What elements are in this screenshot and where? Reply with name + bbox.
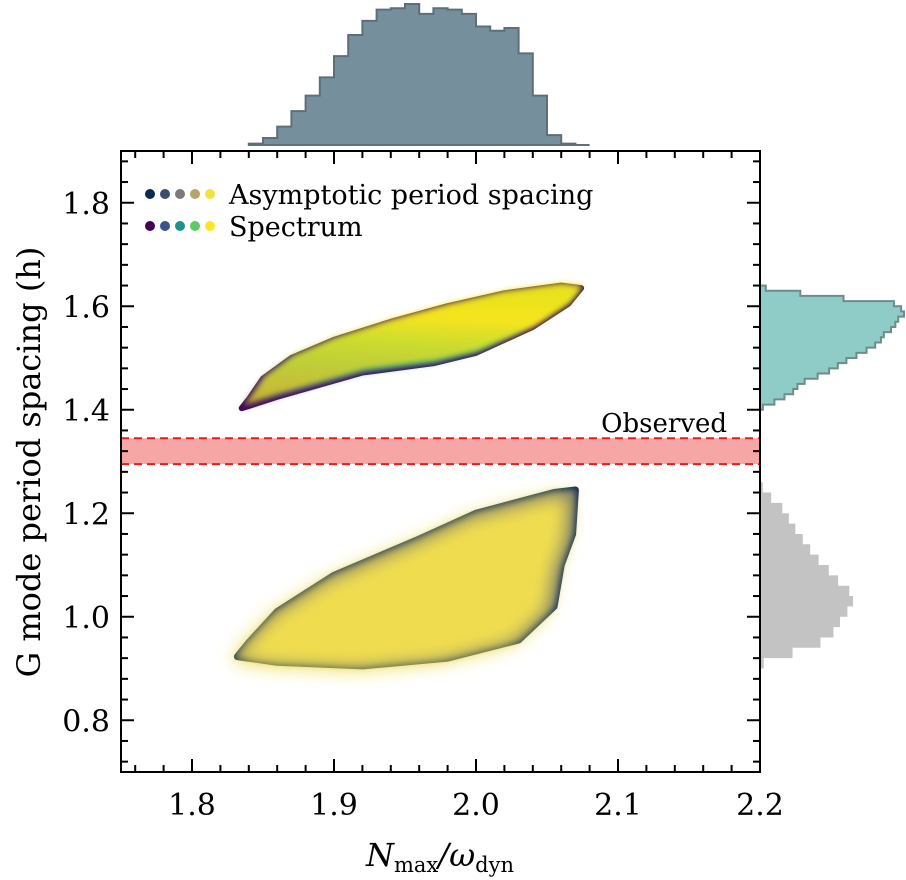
legend-marker <box>190 221 200 231</box>
legend-marker <box>145 189 155 199</box>
y-tick-label: 1.6 <box>62 290 110 325</box>
top-histogram-bars <box>247 3 590 146</box>
spectrum-scatter-cloud <box>238 282 585 412</box>
asymptotic-histogram-bars <box>760 482 853 669</box>
top-marginal-histogram <box>247 3 590 146</box>
legend-label: Spectrum <box>229 212 363 243</box>
y-tick-label: 1.4 <box>62 394 110 429</box>
legend-entry: Spectrum <box>145 212 363 243</box>
right-marginal-histogram-asymptotic <box>760 482 853 669</box>
x-tick-label: 2.2 <box>736 788 784 823</box>
y-tick-label: 1.0 <box>62 601 110 636</box>
legend-marker <box>145 221 155 231</box>
x-axis-title: Nmax/ωdyn <box>365 836 514 877</box>
legend-marker <box>160 189 170 199</box>
y-tick-label: 1.2 <box>62 497 110 532</box>
legend-marker <box>160 221 170 231</box>
legend-marker <box>175 189 185 199</box>
legend-marker <box>205 189 215 199</box>
x-tick-label: 1.9 <box>310 788 358 823</box>
axes-frame <box>120 150 761 773</box>
asymptotic-core-density <box>231 494 570 670</box>
legend-entry: Asymptotic period spacing <box>145 180 593 211</box>
right-marginal-histogram-spectrum <box>759 284 905 411</box>
x-axis-title-n: N <box>365 836 395 874</box>
x-axis-title-sep: /ω <box>435 836 475 874</box>
axis-ticks <box>121 151 761 772</box>
legend-label: Asymptotic period spacing <box>228 180 593 211</box>
observed-band <box>121 437 760 466</box>
y-axis-title: G mode period spacing (h) <box>10 247 48 678</box>
x-tick-labels: 1.8 1.9 2.0 2.1 2.2 <box>168 788 784 823</box>
observed-label: Observed <box>601 409 727 439</box>
asymptotic-scatter-cloud <box>231 486 579 670</box>
y-tick-label: 1.8 <box>62 187 110 222</box>
x-axis-title-sub-dyn: dyn <box>475 853 514 877</box>
x-axis-title-sub-max: max <box>394 853 438 877</box>
spectrum-core-density <box>243 282 584 406</box>
legend-marker <box>175 221 185 231</box>
x-tick-label: 1.8 <box>168 788 216 823</box>
y-tick-label: 0.8 <box>62 704 110 739</box>
spectrum-histogram-bars <box>759 284 905 411</box>
legend-marker <box>205 221 215 231</box>
y-tick-labels: 0.8 1.0 1.2 1.4 1.6 1.8 <box>62 187 110 740</box>
plot-area: Observed Asymptotic period spacingSpectr… <box>120 150 761 773</box>
legend-marker <box>190 189 200 199</box>
x-tick-label: 2.0 <box>452 788 500 823</box>
x-tick-label: 2.1 <box>594 788 642 823</box>
observed-band-fill <box>121 438 760 465</box>
